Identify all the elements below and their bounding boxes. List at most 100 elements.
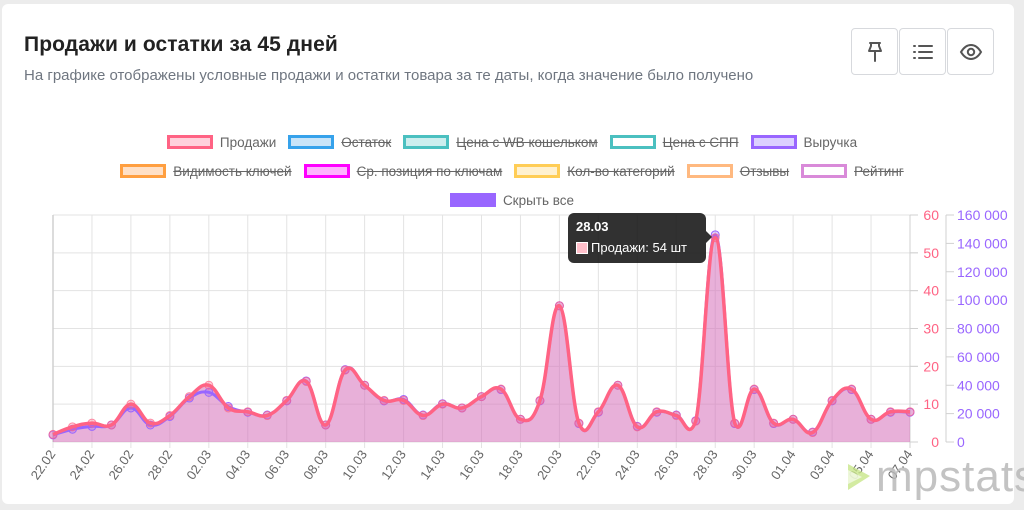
sales-point[interactable] <box>360 380 370 390</box>
x-tick: 01.04 <box>768 447 799 482</box>
sales-point[interactable] <box>632 422 642 432</box>
sales-point[interactable] <box>808 428 818 438</box>
x-tick: 02.03 <box>183 447 214 482</box>
legend-item[interactable]: Ср. позиция по ключам <box>303 164 502 179</box>
y-left-tick: 40 <box>923 283 939 299</box>
x-tick: 10.03 <box>339 447 370 482</box>
y-left-tick: 60 <box>923 207 939 223</box>
list-button[interactable] <box>899 28 946 75</box>
sales-point[interactable] <box>496 384 506 394</box>
sales-point[interactable] <box>554 301 564 311</box>
sales-point[interactable] <box>827 395 837 405</box>
sales-point[interactable] <box>243 407 253 417</box>
legend-item[interactable]: Цена с WB кошельком <box>403 135 598 150</box>
sales-point[interactable] <box>87 418 97 428</box>
sales-point[interactable] <box>535 395 545 405</box>
y-right-tick: 160 000 <box>957 207 1008 223</box>
x-tick: 06.03 <box>261 447 292 482</box>
sales-point[interactable] <box>788 414 798 424</box>
sales-point[interactable] <box>126 399 136 409</box>
sales-point[interactable] <box>457 403 467 413</box>
y-right-tick: 40 000 <box>957 377 1000 393</box>
eye-icon <box>959 43 982 60</box>
sales-point[interactable] <box>438 399 448 409</box>
sales-point[interactable] <box>691 416 701 426</box>
legend-item[interactable]: Отзывы <box>686 164 789 179</box>
legend-swatch <box>120 164 167 178</box>
sales-point[interactable] <box>749 384 759 394</box>
legend-item[interactable]: Остаток <box>288 135 391 150</box>
sales-point[interactable] <box>730 418 740 428</box>
sales-point[interactable] <box>613 380 623 390</box>
sales-point[interactable] <box>652 407 662 417</box>
legend-row: Видимость ключей Ср. позиция по ключам Кол… <box>0 161 1024 181</box>
sales-chart[interactable]: 0 10 20 30 40 50 60 0 20 000 40 000 60 000 80 000 10… <box>0 200 1024 510</box>
sales-point[interactable] <box>866 414 876 424</box>
legend-swatch <box>403 135 450 149</box>
x-tick: 22.02 <box>28 447 59 482</box>
sales-point[interactable] <box>340 365 350 375</box>
y-right-tick: 100 000 <box>957 292 1008 308</box>
sales-point[interactable] <box>477 392 486 402</box>
hide-all-button[interactable]: Скрыть все <box>449 192 575 208</box>
sales-point[interactable] <box>574 418 584 428</box>
legend-swatch <box>686 164 733 178</box>
legend-item[interactable]: Продажи <box>166 135 276 150</box>
x-tick: 24.03 <box>612 447 643 482</box>
legend-swatch <box>801 164 848 178</box>
y-left-tick: 30 <box>923 321 939 337</box>
sales-point[interactable] <box>223 403 233 413</box>
sales-point[interactable] <box>262 411 272 421</box>
sales-point[interactable] <box>418 411 428 421</box>
legend-item[interactable]: Рейтинг <box>801 164 904 179</box>
sales-point[interactable] <box>515 414 525 424</box>
x-tick: 28.03 <box>690 447 721 482</box>
legend-swatch <box>303 164 350 178</box>
y-left-tick: 20 <box>923 358 939 374</box>
x-tick: 18.03 <box>495 447 526 482</box>
legend-row: Скрыть все <box>0 190 1024 210</box>
sales-point[interactable] <box>204 380 214 390</box>
x-tick: 28.02 <box>144 447 175 482</box>
tooltip-value: Продажи: 54 шт <box>591 240 687 255</box>
sales-point[interactable] <box>48 429 58 439</box>
legend-item[interactable]: Цена с СПП <box>609 135 739 150</box>
sales-point[interactable] <box>671 411 681 421</box>
hide-all-label: Скрыть все <box>502 192 575 208</box>
tooltip-swatch <box>576 241 588 254</box>
y-left-tick: 50 <box>923 245 939 261</box>
legend-swatch <box>514 164 561 178</box>
y-right-tick: 120 000 <box>957 264 1008 280</box>
y-left-tick: 10 <box>923 396 939 412</box>
sales-point[interactable] <box>905 407 915 417</box>
sales-point[interactable] <box>301 376 311 386</box>
view-button[interactable] <box>947 28 994 75</box>
chart-tooltip: 28.03 Продажи: 54 шт <box>568 213 712 263</box>
y-right-tick: 140 000 <box>957 235 1008 251</box>
legend-swatch <box>609 135 656 149</box>
legend-item[interactable]: Кол-во категорий <box>514 164 675 179</box>
revenue-point[interactable] <box>204 387 214 397</box>
sales-point[interactable] <box>145 418 155 428</box>
legend-item[interactable]: Выручка <box>750 135 857 150</box>
sales-point[interactable] <box>379 395 389 405</box>
sales-point[interactable] <box>769 418 779 428</box>
y-right-tick: 0 <box>957 434 965 450</box>
sales-point[interactable] <box>165 411 175 421</box>
x-tick: 14.03 <box>417 447 448 482</box>
legend-swatch <box>750 135 797 149</box>
pin-button[interactable] <box>851 28 898 75</box>
sales-point[interactable] <box>184 392 194 402</box>
sales-point[interactable] <box>399 395 409 405</box>
sales-point[interactable] <box>282 395 292 405</box>
legend-row: Продажи Остаток Цена с WB кошельком Цена с … <box>0 132 1024 152</box>
sales-point[interactable] <box>886 407 896 417</box>
sales-point[interactable] <box>67 422 77 432</box>
sales-point[interactable] <box>593 407 603 417</box>
legend-item[interactable]: Видимость ключей <box>120 164 292 179</box>
legend-swatch <box>166 135 213 149</box>
sales-point[interactable] <box>321 420 331 430</box>
sales-point[interactable] <box>106 420 116 430</box>
sales-point[interactable] <box>710 233 720 243</box>
sales-point[interactable] <box>847 384 857 394</box>
